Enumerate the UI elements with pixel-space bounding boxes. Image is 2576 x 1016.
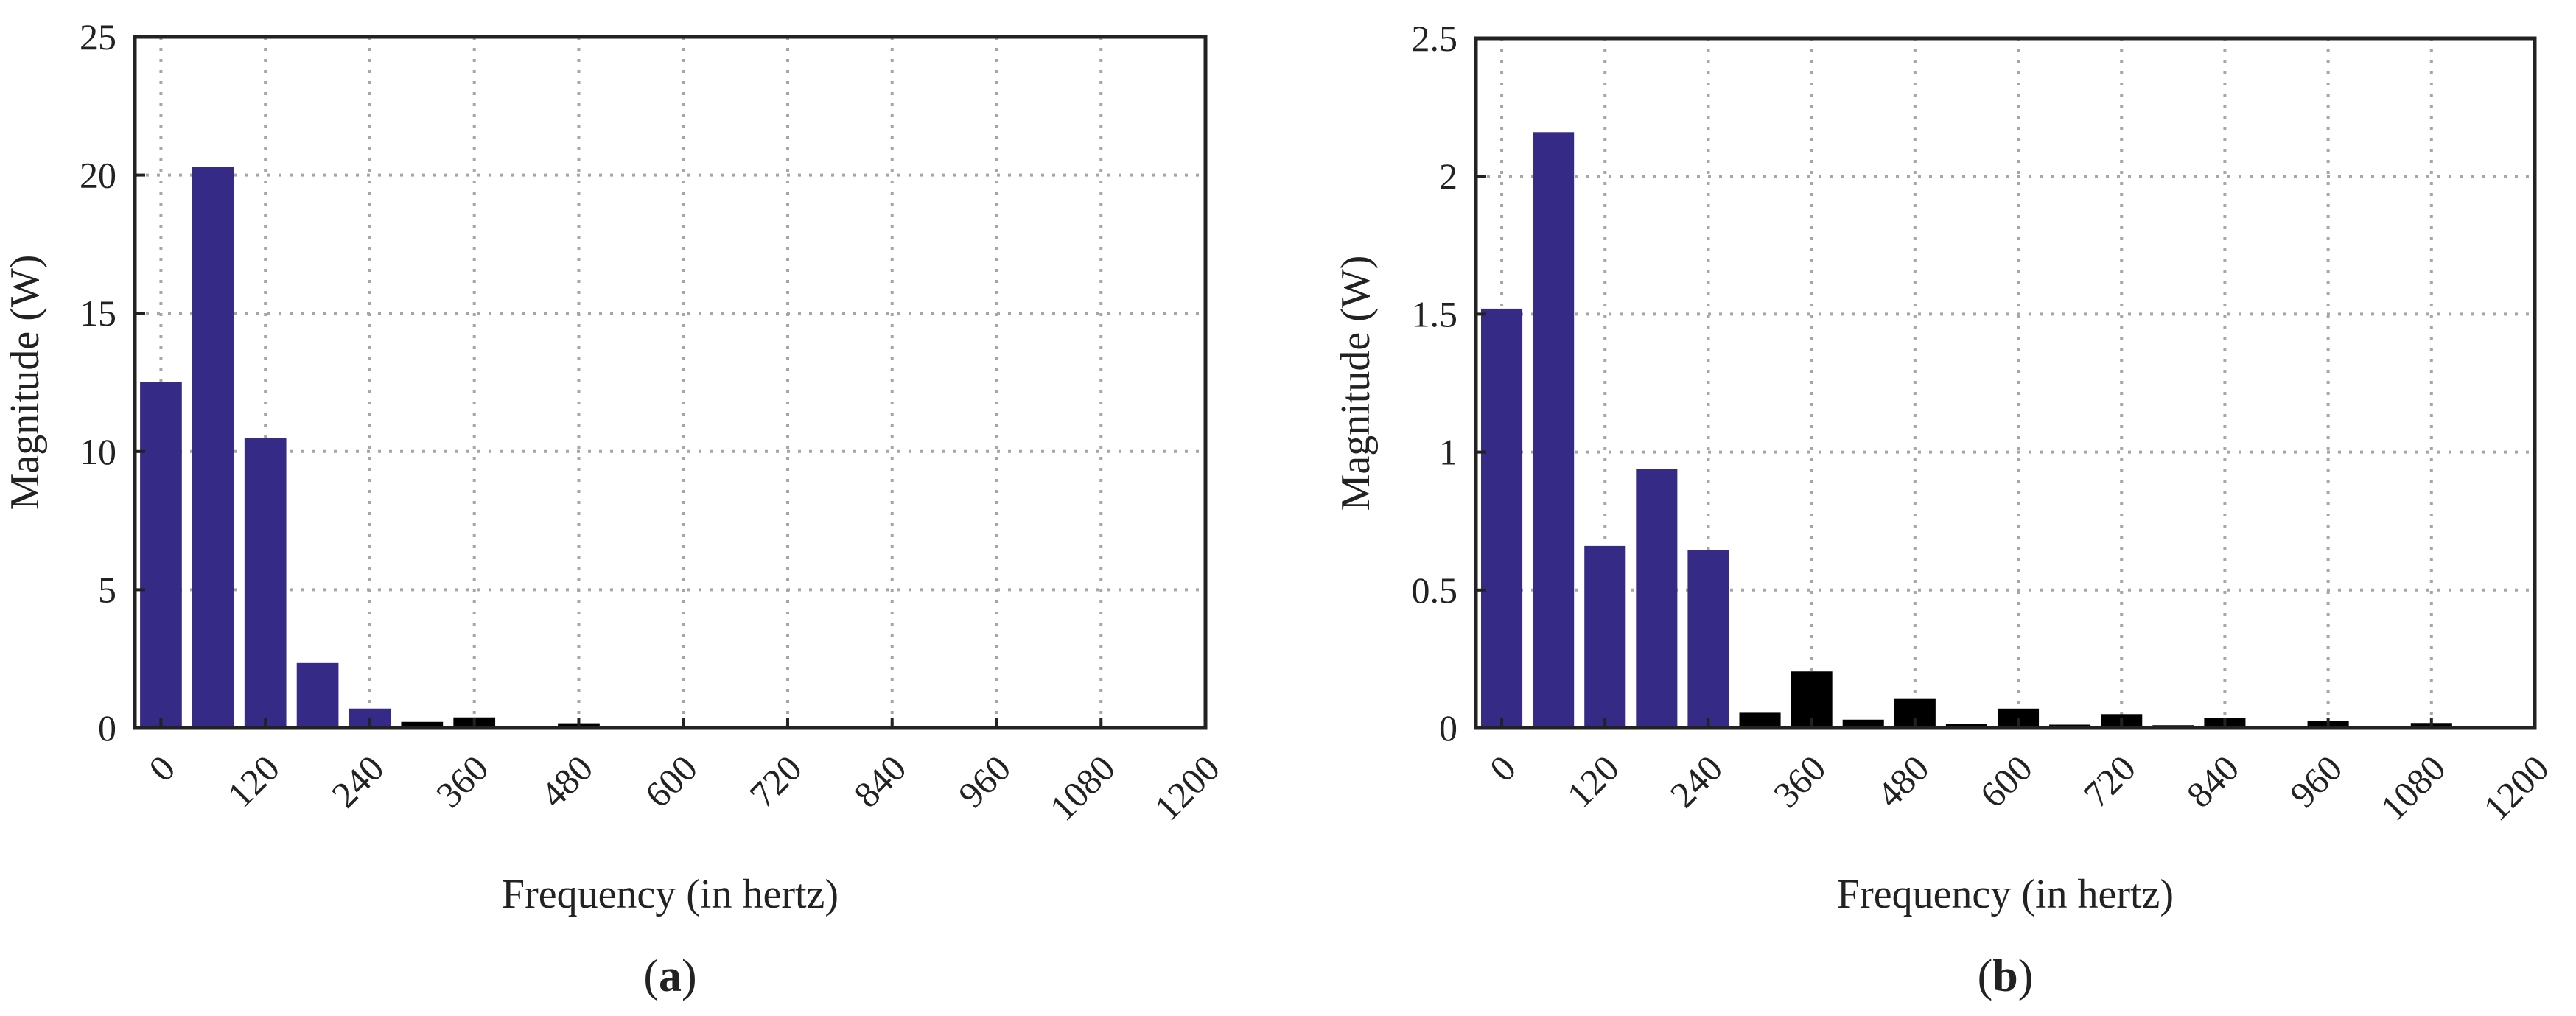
y-tick-label: 15	[80, 292, 116, 334]
x-tick-label: 480	[1869, 747, 1937, 816]
bar	[192, 167, 234, 728]
panel-label: (b)	[1978, 951, 2034, 1001]
bar	[244, 438, 287, 728]
x-tick-label: 360	[428, 747, 497, 816]
y-tick-label: 1	[1439, 432, 1457, 473]
y-tick-label: 0	[98, 707, 116, 749]
y-tick-label: 0.5	[1412, 570, 1458, 611]
x-tick-label: 600	[1972, 747, 2040, 816]
plot-frame	[1474, 36, 2537, 730]
x-tick-label: 840	[846, 747, 914, 816]
x-tick-label: 0	[1482, 747, 1524, 789]
x-tick-label: 240	[1662, 747, 1731, 816]
x-tick-label: 360	[1765, 747, 1834, 816]
bar	[1584, 545, 1626, 728]
x-tick-label: 960	[951, 747, 1019, 816]
x-tick-label: 240	[323, 747, 392, 816]
y-tick-label: 2	[1439, 155, 1457, 197]
x-axis-label: Frequency (in hertz)	[1837, 872, 2174, 917]
plot-frame	[133, 35, 1208, 730]
x-tick-label: 840	[2179, 747, 2247, 816]
bar	[1533, 132, 1575, 728]
chart-panel-a: 0 5 10 15 20 25 0 120 240 360 480 600 720 840 960 1080 1…	[2, 16, 1228, 1001]
y-tick-label: 20	[80, 155, 116, 196]
x-tick-label: 120	[219, 747, 287, 816]
y-tick-label: 5	[98, 569, 116, 610]
panel-label: (a)	[643, 951, 696, 1001]
y-tick-label: 25	[80, 16, 116, 57]
y-axis-label: Magnitude (W)	[1333, 256, 1379, 511]
x-tick-label: 960	[2282, 747, 2351, 816]
y-tick-label: 10	[80, 431, 116, 472]
y-axis-label: Magnitude (W)	[2, 255, 48, 511]
y-tick-label: 2.5	[1412, 18, 1458, 59]
chart-panel-b: 0 0.5 1 1.5 2 2.5 0 120 240 360 480 600 720 840 960 108…	[1333, 18, 2557, 1001]
bar	[140, 382, 182, 728]
bar	[1842, 719, 1884, 728]
x-tick-label: 600	[637, 747, 705, 816]
x-tick-label: 1080	[2372, 747, 2453, 828]
bar	[1687, 550, 1729, 728]
x-tick-label: 1080	[1042, 747, 1123, 828]
bar	[296, 662, 339, 728]
bar	[401, 721, 444, 728]
x-tick-label: 120	[1558, 747, 1627, 816]
x-tick-label: 1200	[2475, 747, 2556, 828]
bar	[1945, 724, 1987, 728]
bar	[1739, 712, 1781, 728]
x-tick-label: 1200	[1146, 747, 1227, 828]
x-tick-label: 720	[2075, 747, 2143, 816]
x-axis-label: Frequency (in hertz)	[502, 872, 839, 917]
x-tick-label: 720	[741, 747, 810, 816]
bar	[1636, 469, 1678, 728]
x-tick-label: 480	[533, 747, 601, 816]
bar	[1481, 308, 1523, 728]
y-tick-label: 0	[1439, 707, 1457, 749]
y-tick-label: 1.5	[1412, 293, 1458, 334]
x-tick-label: 0	[141, 747, 183, 789]
